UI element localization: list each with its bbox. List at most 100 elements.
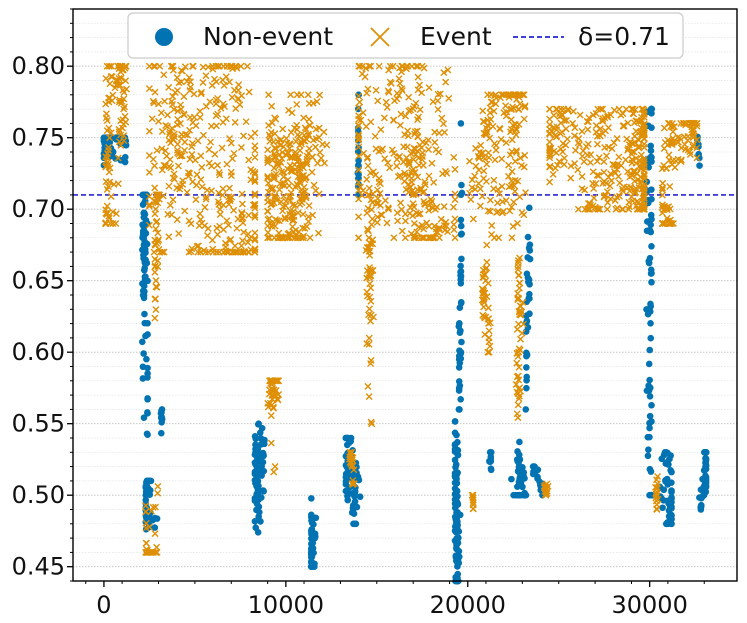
- non-event-point: [457, 120, 465, 127]
- event-point: [112, 220, 120, 227]
- y-tick-label: 0.55: [12, 410, 65, 438]
- non-event-point: [458, 181, 465, 189]
- event-point: [356, 62, 364, 70]
- event-point: [148, 115, 156, 123]
- event-point: [640, 201, 648, 209]
- non-event-point: [141, 310, 148, 318]
- event-point: [450, 203, 457, 211]
- event-point: [167, 62, 175, 70]
- event-point: [520, 115, 528, 123]
- event-point: [296, 141, 304, 149]
- event-point: [360, 149, 368, 157]
- event-point: [198, 163, 206, 171]
- non-event-point: [258, 472, 265, 479]
- event-point: [600, 192, 608, 200]
- event-point: [514, 401, 522, 409]
- event-point: [196, 107, 204, 115]
- event-point: [484, 207, 492, 215]
- y-tick-label: 0.80: [12, 52, 65, 80]
- event-point: [196, 114, 204, 122]
- event-point: [230, 149, 238, 157]
- event-point: [227, 235, 235, 243]
- event-point: [267, 128, 275, 136]
- event-point: [514, 263, 522, 271]
- event-point: [601, 114, 609, 122]
- event-point: [410, 144, 418, 152]
- event-point: [584, 205, 592, 213]
- event-point: [290, 207, 298, 215]
- event-point: [363, 209, 371, 217]
- event-point: [398, 62, 406, 70]
- event-point: [386, 78, 394, 86]
- event-point: [158, 166, 166, 174]
- event-point: [177, 105, 185, 113]
- event-point: [378, 211, 386, 219]
- non-event-point: [455, 534, 462, 542]
- event-point: [103, 127, 111, 135]
- event-point: [145, 168, 153, 176]
- event-point: [251, 146, 259, 154]
- event-point: [398, 86, 406, 94]
- event-point: [267, 439, 275, 447]
- non-event-point: [139, 246, 146, 254]
- event-point: [355, 136, 363, 144]
- event-point: [522, 189, 530, 197]
- event-point: [112, 210, 120, 218]
- event-point: [274, 158, 282, 166]
- event-point: [516, 279, 524, 287]
- event-point: [117, 131, 125, 139]
- non-event-point: [140, 414, 148, 421]
- event-point: [197, 176, 205, 184]
- event-point: [367, 311, 375, 319]
- event-point: [483, 124, 491, 132]
- event-point: [485, 338, 493, 346]
- event-point: [620, 122, 628, 130]
- event-point: [237, 248, 245, 256]
- event-point: [173, 74, 181, 82]
- event-point: [181, 146, 189, 154]
- event-point: [433, 203, 441, 211]
- event-point: [413, 209, 420, 217]
- non-event-point: [144, 431, 151, 438]
- event-point: [664, 119, 672, 127]
- non-event-point: [525, 276, 533, 284]
- event-point: [159, 192, 167, 200]
- event-point: [271, 153, 279, 161]
- y-tick-label: 0.60: [12, 338, 65, 366]
- event-point: [368, 420, 376, 428]
- event-point: [490, 176, 498, 184]
- event-point: [142, 548, 150, 556]
- event-point: [359, 109, 367, 117]
- non-event-point: [458, 338, 465, 346]
- event-point: [116, 96, 124, 104]
- event-point: [693, 144, 701, 152]
- event-point: [145, 202, 153, 210]
- event-point: [245, 211, 253, 219]
- event-point: [515, 320, 523, 328]
- event-point: [546, 129, 554, 137]
- event-point: [677, 156, 685, 164]
- event-point: [270, 173, 278, 181]
- event-point: [472, 144, 480, 152]
- event-point: [102, 157, 110, 165]
- event-point: [153, 146, 161, 154]
- event-points: [102, 62, 701, 556]
- event-point: [505, 161, 513, 169]
- event-point: [398, 227, 406, 235]
- event-point: [443, 169, 451, 177]
- event-point: [145, 62, 153, 70]
- event-point: [602, 152, 610, 160]
- event-point: [477, 141, 485, 149]
- event-point: [671, 163, 679, 171]
- non-event-point: [525, 204, 533, 212]
- event-point: [490, 107, 498, 115]
- event-point: [571, 124, 579, 132]
- event-point: [119, 116, 127, 124]
- non-event-point: [453, 554, 460, 562]
- event-point: [151, 503, 159, 511]
- event-point: [158, 145, 166, 153]
- event-point: [175, 230, 183, 238]
- event-point: [508, 177, 516, 185]
- event-point: [199, 78, 207, 86]
